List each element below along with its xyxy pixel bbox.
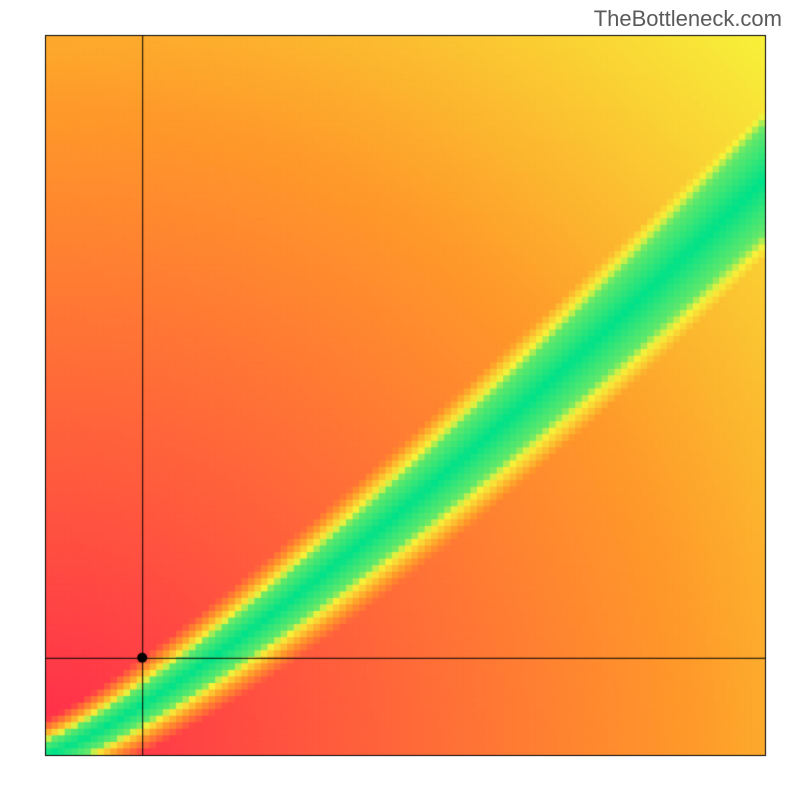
heatmap-canvas: [0, 0, 800, 800]
chart-container: TheBottleneck.com: [0, 0, 800, 800]
watermark-text: TheBottleneck.com: [594, 6, 782, 32]
